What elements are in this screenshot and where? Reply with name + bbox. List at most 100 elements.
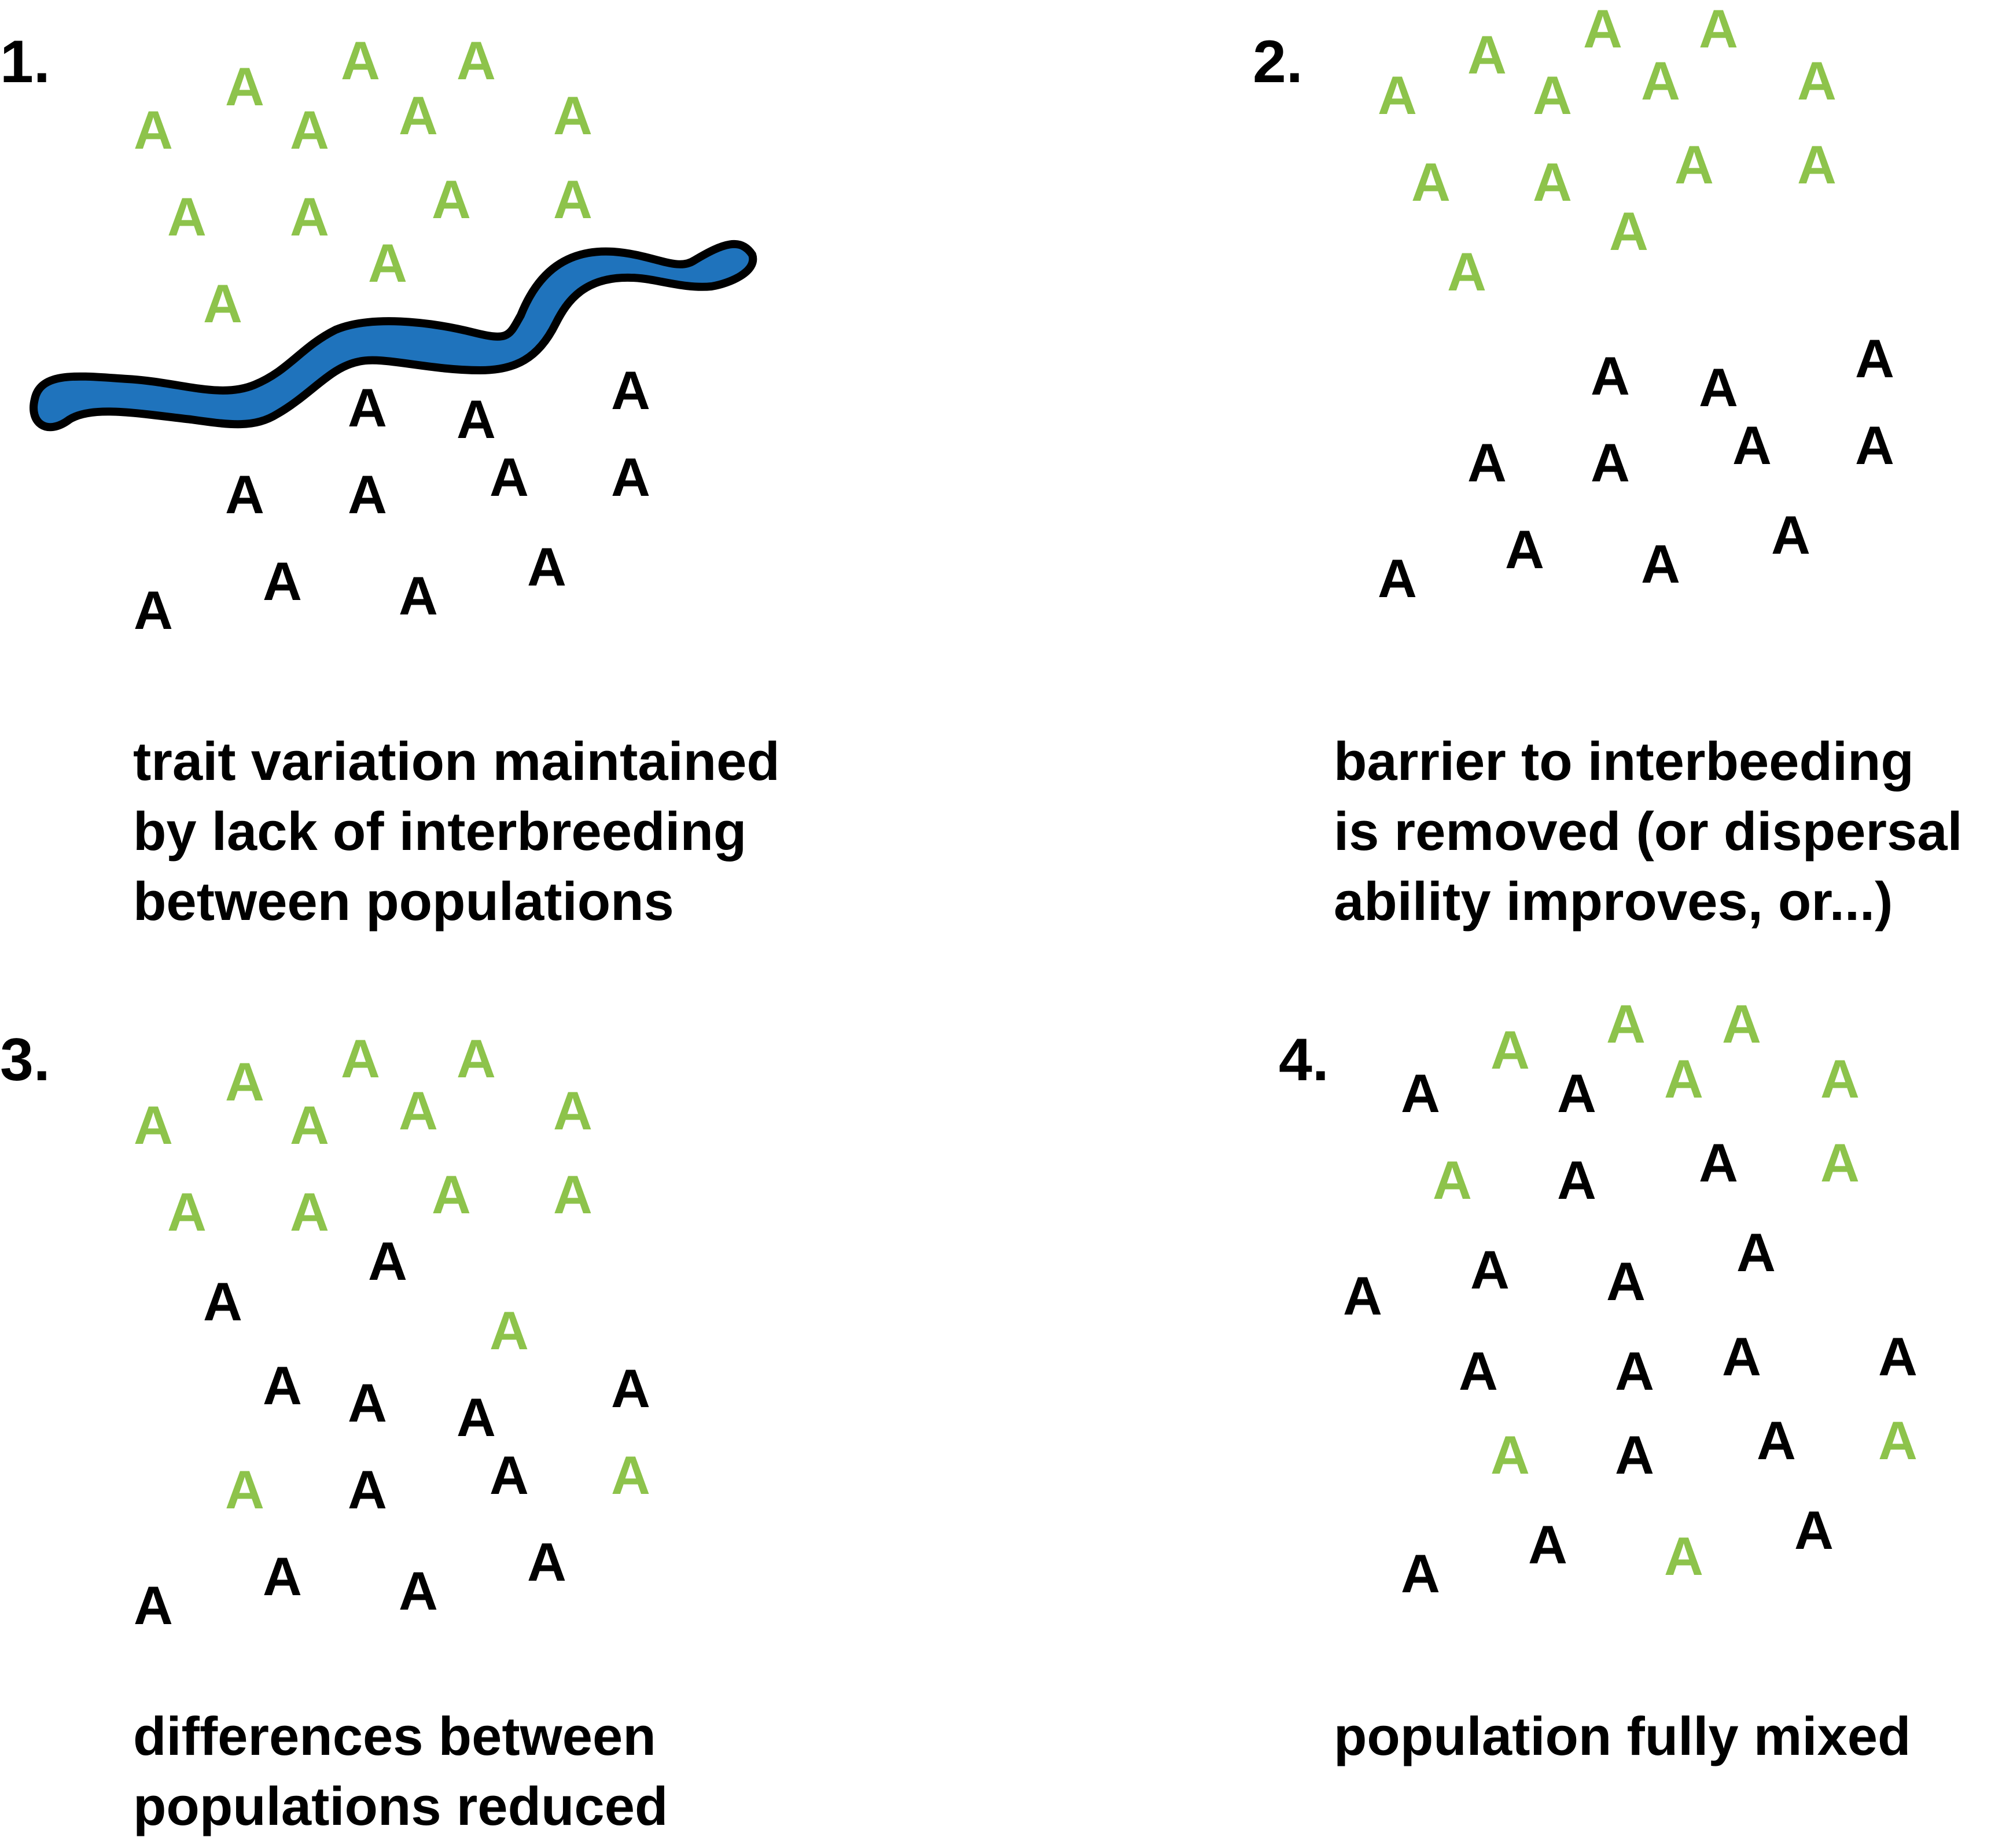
black-individual: A xyxy=(348,464,387,525)
green-individual: A xyxy=(1433,1150,1472,1210)
green-individual: A xyxy=(290,1181,329,1242)
green-individual: A xyxy=(1797,134,1837,195)
black-individual: A xyxy=(1794,1500,1834,1560)
green-individual: A xyxy=(553,85,592,146)
black-individual: A xyxy=(348,1459,387,1520)
green-individual: A xyxy=(553,169,592,230)
black-individual: A xyxy=(225,464,264,525)
green-individual: A xyxy=(1606,993,1646,1054)
green-individual: A xyxy=(432,169,471,230)
green-individual: A xyxy=(341,1028,380,1089)
green-individual: A xyxy=(134,1095,173,1155)
black-individual: A xyxy=(611,360,650,421)
green-individual: A xyxy=(1378,65,1417,126)
caption-line: populations reduced xyxy=(133,1776,668,1836)
black-individual: A xyxy=(263,551,302,612)
black-individual: A xyxy=(348,377,387,438)
green-individual: A xyxy=(1411,152,1451,212)
black-individual: A xyxy=(1878,1326,1918,1387)
panel-number: 4. xyxy=(1279,1026,1329,1094)
panel-caption: population fully mixed xyxy=(1334,1701,1911,1771)
black-individual: A xyxy=(1467,432,1507,493)
black-individual: A xyxy=(1699,357,1738,418)
green-individual: A xyxy=(1878,1410,1918,1471)
caption-line: barrier to interbeeding xyxy=(1334,731,1914,792)
green-individual: A xyxy=(1664,1526,1703,1586)
black-individual: A xyxy=(1722,1326,1761,1387)
green-individual: A xyxy=(1675,134,1714,195)
caption-line: differences between xyxy=(133,1706,656,1766)
caption-line: trait variation maintained xyxy=(133,731,780,792)
green-individual: A xyxy=(368,233,407,293)
black-individual: A xyxy=(134,1575,173,1636)
black-individual: A xyxy=(1557,1063,1596,1124)
green-individual: A xyxy=(1533,152,1572,212)
green-individual: A xyxy=(553,1164,592,1225)
green-individual: A xyxy=(203,273,242,334)
black-individual: A xyxy=(1591,345,1630,406)
green-individual: A xyxy=(490,1300,529,1361)
black-individual: A xyxy=(368,1231,407,1291)
river-shape xyxy=(30,240,757,432)
green-individual: A xyxy=(290,100,329,160)
black-individual: A xyxy=(1615,1341,1654,1401)
green-individual: A xyxy=(611,1445,650,1505)
caption-line: between populations xyxy=(133,871,674,932)
black-individual: A xyxy=(1855,328,1894,389)
black-individual: A xyxy=(399,565,438,626)
black-individual: A xyxy=(1591,432,1630,493)
black-individual: A xyxy=(263,1546,302,1607)
panel-number: 1. xyxy=(0,28,50,95)
black-individual: A xyxy=(527,536,566,597)
green-individual: A xyxy=(1699,0,1738,59)
green-individual: A xyxy=(432,1164,471,1225)
black-individual: A xyxy=(611,447,650,507)
green-individual: A xyxy=(225,1051,264,1112)
caption-line: by lack of interbreeding xyxy=(133,801,747,862)
green-individual: A xyxy=(225,1459,264,1520)
green-individual: A xyxy=(1533,65,1572,126)
green-individual: A xyxy=(290,1095,329,1155)
black-individual: A xyxy=(1557,1150,1596,1210)
green-individual: A xyxy=(1609,201,1648,262)
black-individual: A xyxy=(1732,415,1772,476)
green-individual: A xyxy=(167,186,207,247)
green-individual: A xyxy=(341,30,380,91)
black-individual: A xyxy=(1459,1341,1498,1401)
caption-line: ability improves, or...) xyxy=(1334,871,1893,932)
black-individual: A xyxy=(1771,505,1810,565)
green-individual: A xyxy=(1467,24,1507,85)
black-individual: A xyxy=(1505,519,1544,580)
caption-line: population fully mixed xyxy=(1334,1706,1911,1766)
green-individual: A xyxy=(399,85,438,146)
green-individual: A xyxy=(1447,241,1486,302)
panel-number: 2. xyxy=(1253,28,1303,95)
green-individual: A xyxy=(290,186,329,247)
black-individual: A xyxy=(348,1372,387,1433)
black-individual: A xyxy=(457,389,496,450)
green-individual: A xyxy=(1491,1019,1530,1080)
black-individual: A xyxy=(457,1387,496,1448)
panel-caption: barrier to interbeeding is removed (or di… xyxy=(1334,726,1963,936)
black-individual: A xyxy=(1528,1514,1567,1575)
black-individual: A xyxy=(1757,1410,1796,1471)
green-individual: A xyxy=(1583,0,1622,59)
green-individual: A xyxy=(553,1080,592,1141)
black-individual: A xyxy=(490,1445,529,1505)
black-individual: A xyxy=(611,1358,650,1419)
panel-number: 3. xyxy=(0,1026,50,1094)
black-individual: A xyxy=(1855,415,1894,476)
black-individual: A xyxy=(1736,1222,1776,1283)
panel-caption: differences between populations reduced xyxy=(133,1701,668,1841)
green-individual: A xyxy=(457,1028,496,1089)
black-individual: A xyxy=(527,1532,566,1592)
green-individual: A xyxy=(1820,1132,1860,1193)
black-individual: A xyxy=(1615,1424,1654,1485)
panel-caption: trait variation maintained by lack of int… xyxy=(133,726,780,936)
black-individual: A xyxy=(399,1560,438,1621)
green-individual: A xyxy=(457,30,496,91)
green-individual: A xyxy=(134,100,173,160)
black-individual: A xyxy=(1378,548,1417,609)
